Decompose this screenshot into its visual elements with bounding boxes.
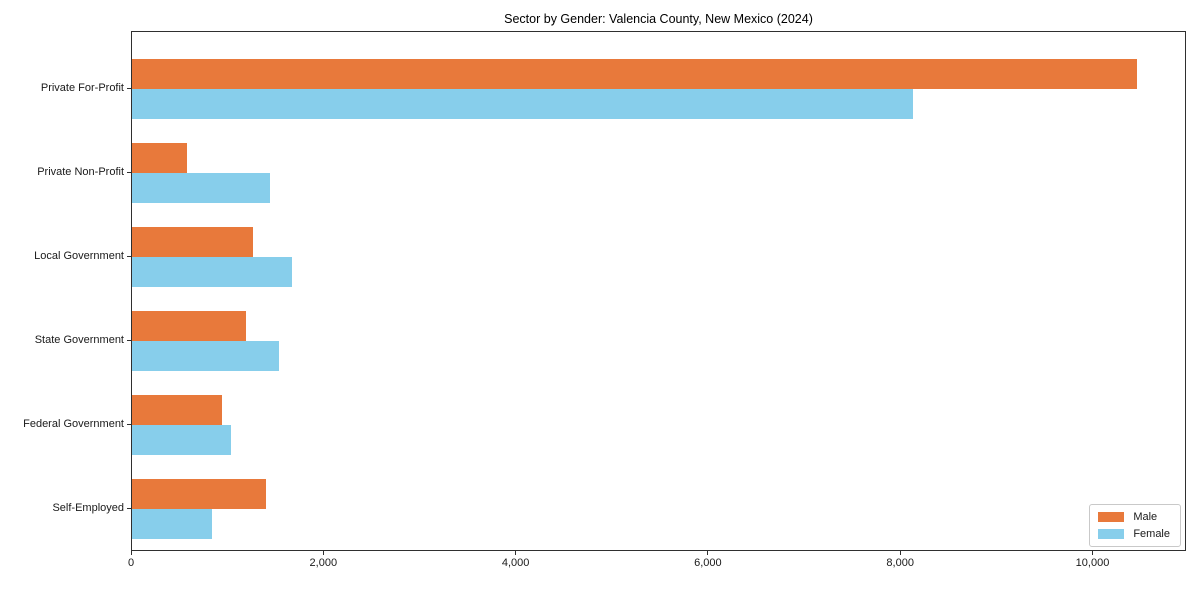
- x-tick-mark: [322, 551, 324, 555]
- bar-male-state-government: [132, 311, 247, 341]
- y-tick-mark: [127, 508, 131, 509]
- y-axis-label-local-government: Local Government: [34, 250, 124, 262]
- x-tick-label: 10,000: [1075, 557, 1110, 569]
- y-axis-label-self-employed: Self-Employed: [52, 502, 124, 514]
- y-axis-label-federal-government: Federal Government: [23, 418, 124, 430]
- plot-area: Male Female: [131, 31, 1186, 551]
- legend-item-male: Male: [1098, 511, 1170, 523]
- bar-male-local-government: [132, 227, 254, 257]
- y-tick-mark: [127, 256, 131, 257]
- x-tick-mark: [515, 551, 517, 555]
- y-axis-label-private-non-profit: Private Non-Profit: [37, 166, 124, 178]
- x-tick-mark: [707, 551, 709, 555]
- bar-female-private-non-profit: [132, 173, 270, 203]
- y-tick-mark: [127, 88, 131, 89]
- y-tick-mark: [127, 172, 131, 173]
- bar-female-federal-government: [132, 425, 231, 455]
- bar-male-federal-government: [132, 395, 223, 425]
- chart-title: Sector by Gender: Valencia County, New M…: [504, 12, 813, 26]
- legend: Male Female: [1089, 504, 1181, 547]
- bar-female-local-government: [132, 257, 292, 287]
- legend-swatch-female: [1098, 529, 1125, 539]
- legend-swatch-male: [1098, 512, 1125, 522]
- x-tick-mark: [899, 551, 901, 555]
- y-axis-label-state-government: State Government: [34, 334, 124, 346]
- bar-female-private-for-profit: [132, 89, 913, 119]
- bar-male-self-employed: [132, 479, 266, 509]
- legend-label-male: Male: [1133, 511, 1158, 523]
- x-tick-label: 0: [127, 557, 135, 569]
- x-tick-label: 4,000: [501, 557, 530, 569]
- legend-item-female: Female: [1098, 528, 1170, 540]
- x-tick-mark: [1092, 551, 1093, 555]
- legend-label-female: Female: [1133, 528, 1170, 540]
- bar-male-private-non-profit: [132, 143, 187, 173]
- bar-female-state-government: [132, 341, 280, 371]
- y-tick-mark: [127, 340, 131, 341]
- x-tick-label: 6,000: [694, 557, 722, 569]
- bar-female-self-employed: [132, 509, 212, 539]
- bar-male-private-for-profit: [132, 59, 1137, 89]
- y-axis-label-private-for-profit: Private For-Profit: [40, 82, 124, 94]
- x-tick-label: 2,000: [309, 557, 338, 569]
- x-tick-mark: [130, 551, 132, 555]
- x-tick-label: 8,000: [886, 557, 914, 569]
- y-tick-mark: [127, 424, 131, 425]
